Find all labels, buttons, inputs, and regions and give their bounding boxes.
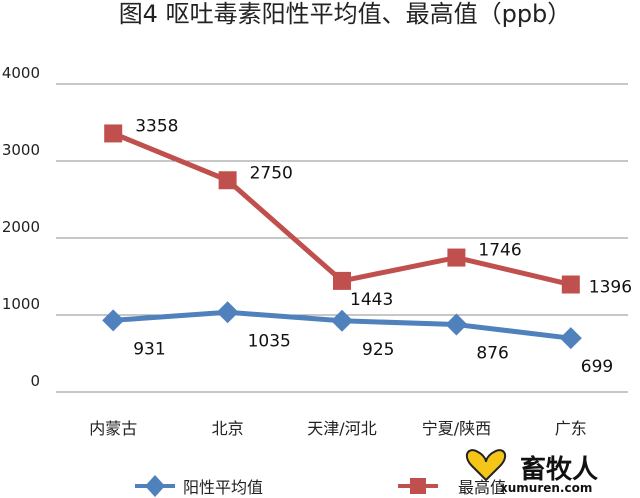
y-tick-label: 1000 bbox=[2, 295, 40, 313]
x-category-label: 内蒙古 bbox=[89, 419, 137, 438]
x-axis-categories: 内蒙古 北京 天津/河北 宁夏/陕西 广东 bbox=[89, 419, 587, 438]
series-markers bbox=[102, 124, 582, 350]
data-label: 2750 bbox=[250, 163, 293, 183]
x-category-label: 宁夏/陕西 bbox=[422, 419, 491, 438]
data-point-diamond bbox=[216, 301, 239, 324]
data-point-square bbox=[218, 171, 237, 190]
data-label: 1746 bbox=[478, 241, 521, 261]
x-category-label: 广东 bbox=[555, 419, 587, 438]
chart-title: 图4 呕吐毒素阳性平均值、最高值（ppb） bbox=[119, 0, 572, 28]
gridlines bbox=[56, 83, 628, 393]
data-point-square bbox=[561, 275, 580, 294]
y-axis-ticks: 0 1000 2000 3000 4000 bbox=[2, 64, 40, 390]
legend-label-avg: 阳性平均值 bbox=[183, 478, 263, 497]
data-point-square bbox=[333, 271, 351, 290]
data-label: 876 bbox=[476, 344, 508, 364]
y-tick-label: 4000 bbox=[2, 64, 40, 82]
data-labels: 931 1035 925 876 699 3358 2750 1443 1746 1396 bbox=[133, 116, 632, 377]
y-tick-label: 0 bbox=[30, 372, 40, 390]
y-tick-label: 3000 bbox=[2, 141, 40, 159]
x-category-label: 天津/河北 bbox=[307, 419, 376, 438]
data-point-diamond bbox=[445, 313, 468, 336]
data-label: 925 bbox=[362, 340, 394, 360]
data-label: 1035 bbox=[248, 331, 291, 351]
data-label: 1396 bbox=[589, 278, 632, 298]
data-point-square bbox=[104, 124, 123, 143]
data-label: 931 bbox=[133, 339, 165, 359]
data-label: 699 bbox=[581, 357, 613, 377]
legend-marker-avg bbox=[145, 475, 165, 497]
legend-label-max: 最高值 bbox=[458, 478, 506, 497]
legend: 阳性平均值 最高值 bbox=[135, 475, 506, 497]
y-tick-label: 2000 bbox=[2, 218, 40, 236]
data-point-diamond bbox=[331, 309, 353, 332]
watermark: 畜牧人 xumuren.com bbox=[465, 449, 598, 495]
legend-marker-max bbox=[410, 478, 426, 494]
series-lines bbox=[112, 131, 572, 341]
data-label: 1443 bbox=[350, 290, 393, 310]
data-point-diamond bbox=[559, 327, 582, 350]
watermark-url: xumuren.com bbox=[500, 481, 592, 495]
data-point-diamond bbox=[102, 309, 125, 332]
series-line-1 bbox=[112, 131, 572, 287]
x-category-label: 北京 bbox=[212, 419, 244, 438]
data-label: 3358 bbox=[135, 116, 178, 136]
data-point-square bbox=[447, 248, 466, 267]
watermark-logo-icon bbox=[465, 449, 507, 482]
watermark-brand: 畜牧人 bbox=[520, 454, 598, 485]
